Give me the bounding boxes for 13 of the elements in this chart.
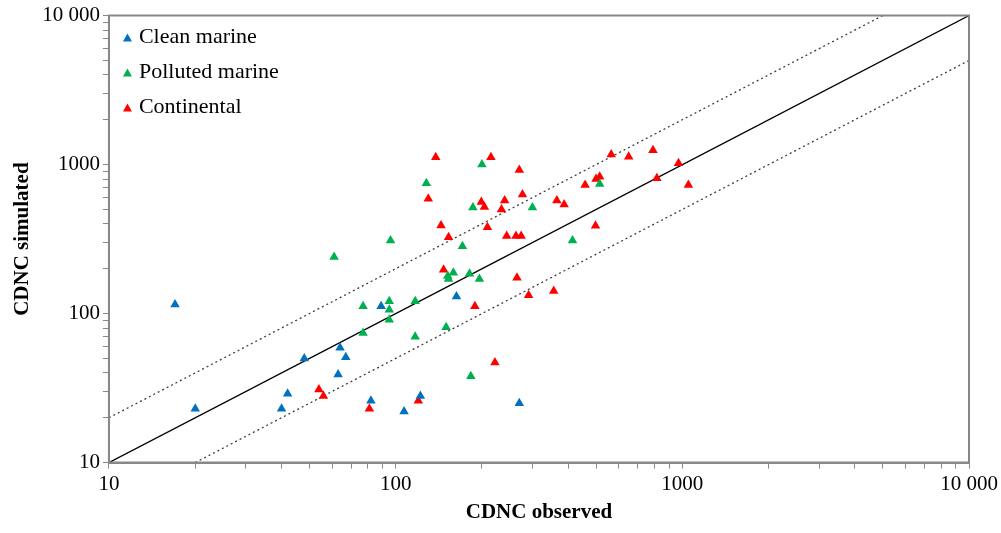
legend-label: Clean marine <box>138 23 257 49</box>
x-tick-label: 1000 <box>661 470 704 495</box>
y-tick-label: 10 000 <box>42 2 100 27</box>
y-axis-title: CDNC simulated <box>9 162 34 316</box>
legend-label: Polluted marine <box>138 58 279 84</box>
x-axis-title: CDNC observed <box>465 498 613 523</box>
y-tick-label: 100 <box>68 300 100 325</box>
legend-label: Continental <box>138 93 242 119</box>
y-tick-label: 1000 <box>57 151 100 176</box>
y-tick-label: 10 <box>78 449 100 474</box>
x-tick-label: 10 <box>98 470 120 495</box>
x-tick-label: 10 000 <box>940 470 998 495</box>
x-tick-label: 100 <box>379 470 412 495</box>
